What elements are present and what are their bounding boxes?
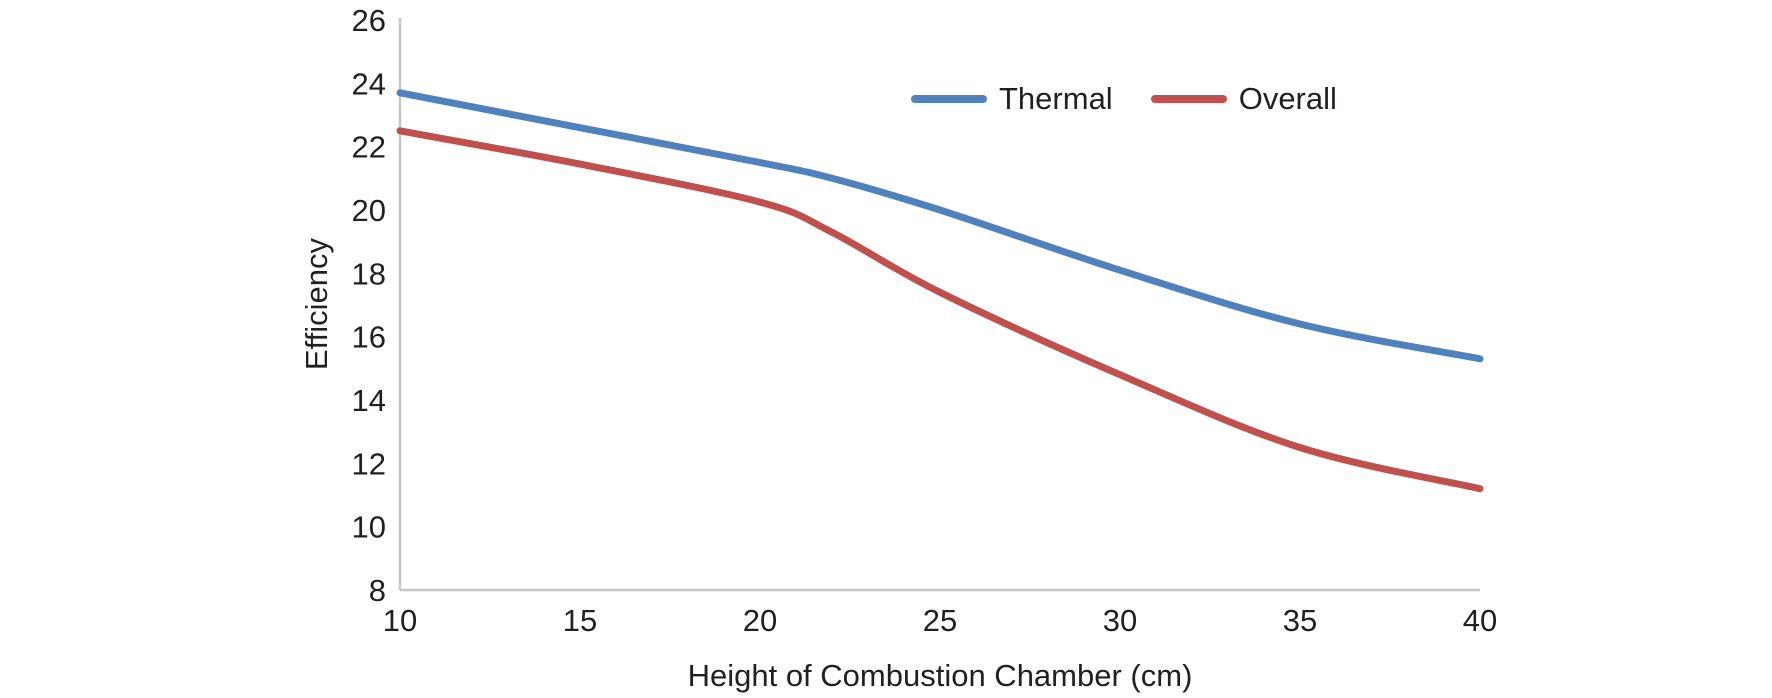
legend-item-thermal: Thermal: [911, 82, 1113, 116]
y-tick-label: 12: [352, 446, 386, 481]
series-line-overall: [396, 127, 1484, 493]
y-tick-label: 18: [352, 256, 386, 291]
y-tick-label: 14: [352, 383, 386, 418]
x-axis-title: Height of Combustion Chamber (cm): [687, 658, 1193, 693]
y-tick-label: 24: [352, 66, 386, 101]
y-axis-title: Efficiency: [299, 237, 334, 371]
legend-label-thermal: Thermal: [999, 81, 1113, 116]
x-tick-label: 30: [1103, 603, 1137, 638]
y-tick-label: 22: [352, 130, 386, 165]
x-tick-label: 25: [923, 603, 957, 638]
chart-legend: Thermal Overall: [911, 82, 1337, 116]
x-tick-label: 10: [383, 603, 417, 638]
legend-label-overall: Overall: [1238, 81, 1337, 116]
legend-item-overall: Overall: [1150, 81, 1337, 116]
y-tick-label: 16: [352, 320, 386, 355]
x-tick-label: 40: [1463, 603, 1497, 638]
x-tick-label: 15: [563, 603, 597, 638]
y-tick-label: 8: [369, 573, 386, 608]
y-tick-label: 20: [352, 193, 386, 228]
x-tick-label: 35: [1283, 603, 1317, 638]
x-tick-label: 20: [743, 603, 777, 638]
overall-line-swatch-icon: [1150, 95, 1227, 103]
series-line-thermal: [396, 89, 1484, 363]
y-tick-label: 10: [352, 510, 386, 545]
thermal-line-swatch-icon: [911, 95, 987, 103]
y-tick-label: 26: [352, 3, 386, 38]
